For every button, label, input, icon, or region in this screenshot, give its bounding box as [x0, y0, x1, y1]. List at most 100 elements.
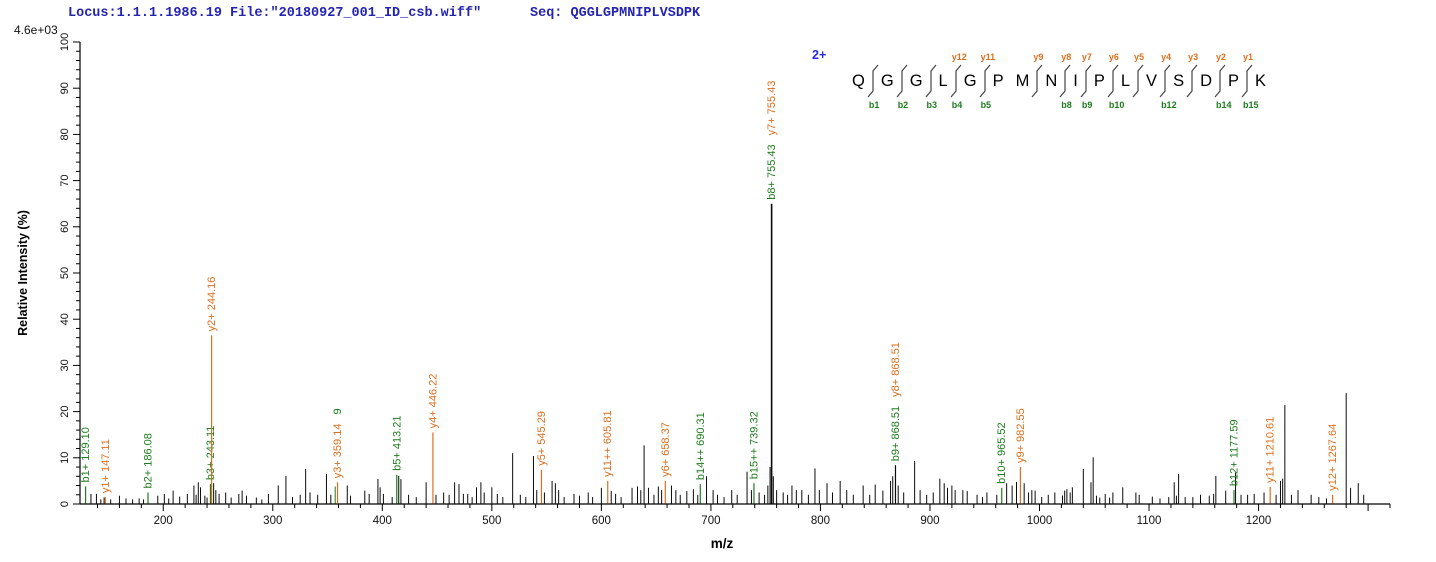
fragment-divider-mark — [925, 64, 936, 98]
x-axis-tick-label: 1200 — [1246, 515, 1272, 527]
b-ion-tag: b2 — [897, 100, 909, 110]
fragment-divider: y3 — [1186, 52, 1198, 110]
residue-letter: L — [1120, 72, 1131, 90]
fragment-divider: y2 b14 — [1214, 52, 1232, 110]
peak-ion-label: y6+ 658.37 — [660, 422, 672, 477]
fragment-divider-mark — [1080, 64, 1092, 98]
y-axis-tick-label: 70 — [59, 174, 71, 186]
peak-ion-label: b9+ 868.51y8+ 868.51 — [890, 342, 902, 461]
fragment-divider-mark — [1132, 64, 1144, 98]
residue-letter: G — [909, 72, 923, 90]
fragment-divider-mark — [867, 64, 879, 98]
y-ion-tag: y11 — [980, 52, 996, 62]
y-axis-tick-label: 40 — [59, 313, 71, 325]
residue-letter: M — [1015, 72, 1030, 90]
y-axis-tick-label: 30 — [59, 359, 71, 371]
fragment-divider: y1 b15 — [1241, 52, 1259, 110]
y-ion-tag: y4 — [1161, 52, 1172, 62]
fragment-divider: y6 b10 — [1107, 52, 1124, 110]
x-axis-tick-label: 700 — [701, 515, 720, 527]
residue-letter: P — [1228, 72, 1240, 90]
fragment-divider: y8 b8 — [1059, 52, 1072, 110]
fragment-divider: y5 — [1132, 52, 1144, 110]
peak-ion-label: b1+ 129.10 — [80, 427, 92, 482]
residue-letter: G — [963, 72, 977, 90]
y-axis-tick-label: 60 — [59, 221, 71, 233]
fragment-divider: y11 b5 — [979, 52, 995, 110]
residue-letter: K — [1255, 72, 1267, 90]
locus-file-label: Locus:1.1.1.1986.19 File:"20180927_001_I… — [68, 6, 482, 21]
fragment-divider: y7 b9 — [1080, 52, 1092, 110]
x-axis-tick-label: 1000 — [1027, 515, 1053, 527]
residue-letter: Q — [852, 72, 865, 90]
residue-letter: V — [1146, 72, 1158, 90]
b-ion-tag: b15 — [1243, 100, 1259, 110]
sequence-header-label: Seq: QGGLGPMNIPLVSDPK — [530, 6, 701, 21]
residue-letter: P — [1093, 72, 1105, 90]
y-ion-tag: y8 — [1061, 52, 1072, 62]
fragment-divider: b3 — [925, 52, 937, 110]
y-ion-tag: y6 — [1108, 52, 1119, 62]
precursor-charge-label: 2+ — [812, 48, 827, 62]
y-ion-tag: y2 — [1216, 52, 1227, 62]
fragment-divider: b1 — [867, 52, 879, 110]
y-ion-tag: y5 — [1134, 52, 1145, 62]
peptide-fragment-map: 2+ Q b1 G b2 G b3 L y12 b4 G y11 b5 P M y9 N y8 b8… — [808, 48, 1266, 110]
peak-ion-label: y11++ 605.81 — [602, 410, 614, 476]
fragment-divider-mark — [1107, 64, 1119, 98]
peak-ion-label: b14++ 690.31 — [695, 412, 707, 480]
b-ion-tag: b14 — [1216, 100, 1232, 110]
b-ion-tag: b9 — [1081, 100, 1093, 110]
b-ion-tag: b5 — [980, 100, 992, 110]
y-axis-tick-label: 100 — [59, 33, 71, 51]
b-ion-tag: b3 — [926, 100, 938, 110]
fragment-divider-mark — [1031, 64, 1043, 98]
y-axis-tick-label: 50 — [59, 267, 71, 279]
peak-ion-label: y1+ 147.11 — [100, 439, 112, 493]
residue-letter: P — [992, 72, 1004, 90]
peak-ion-label: b2+ 186.08 — [142, 433, 154, 488]
residue-letter: G — [880, 72, 894, 90]
y-axis-tick-label: 20 — [59, 405, 71, 417]
y-ion-tag: y1 — [1243, 52, 1254, 62]
x-axis-tick-label: 500 — [482, 515, 501, 527]
x-axis-tick-label: 600 — [592, 515, 611, 527]
residue-letter: D — [1200, 72, 1212, 90]
x-axis-tick-label: 200 — [154, 515, 173, 527]
y-axis-tick-label: 80 — [59, 128, 71, 140]
fragment-divider-mark — [1214, 64, 1226, 98]
y-axis-tick-label: 0 — [59, 501, 71, 507]
peak-ion-label: b8+ 755.43y7+ 755.43 — [766, 81, 778, 200]
y-ion-tag: y9 — [1033, 52, 1044, 62]
x-axis-tick-label: 300 — [263, 515, 282, 527]
fragment-divider-mark — [1241, 64, 1253, 98]
b-ion-tag: b4 — [951, 100, 963, 110]
peak-ion-label: y11+ 1210.61 — [1265, 417, 1277, 483]
peak-ion-label: b5+ 413.21 — [391, 416, 403, 471]
b-ion-tag: b8 — [1061, 100, 1072, 110]
fragment-divider-mark — [1159, 64, 1171, 98]
y-axis-tick-label: 90 — [59, 82, 71, 94]
residue-letter: S — [1173, 72, 1185, 90]
fragment-divider-mark — [979, 64, 991, 98]
y-ion-tag: y3 — [1188, 52, 1199, 62]
peak-ion-label: y12+ 1267.64 — [1327, 424, 1339, 491]
y-ion-tag: y12 — [951, 52, 967, 62]
fragment-divider-mark — [950, 64, 962, 98]
fragment-divider: b2 — [896, 52, 908, 110]
fragment-divider-mark — [896, 64, 908, 98]
peak-ion-label: b10+ 965.52 — [996, 422, 1008, 483]
intensity-scale-label: 4.6e+03 — [14, 23, 58, 37]
residue-letter: L — [938, 72, 948, 90]
fragment-divider: y12 b4 — [950, 52, 967, 110]
fragment-divider: y4 b12 — [1159, 52, 1177, 110]
fragment-divider-mark — [1186, 64, 1198, 98]
x-axis-tick-label: 1100 — [1137, 515, 1162, 527]
x-axis-tick-label: 800 — [811, 515, 830, 527]
b-ion-tag: b10 — [1108, 100, 1125, 110]
x-axis-title: m/z — [711, 536, 734, 551]
y-axis-title: Relative Intensity (%) — [16, 210, 30, 336]
y-ion-tag: y7 — [1081, 52, 1092, 62]
peak-ion-label: b12+ 1177.59 — [1229, 419, 1241, 486]
